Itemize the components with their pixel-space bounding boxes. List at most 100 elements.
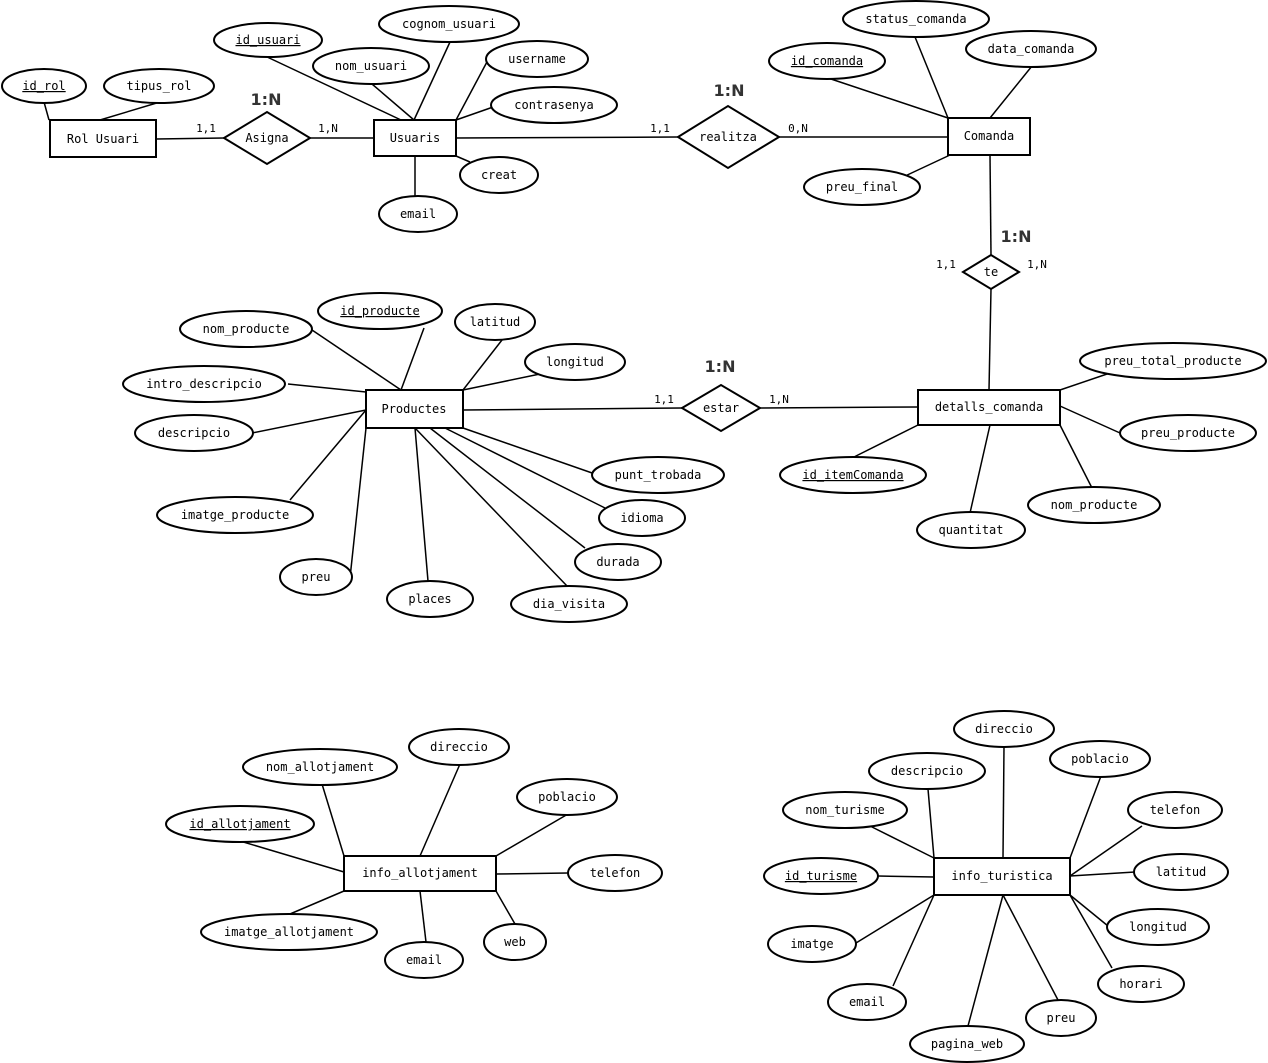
attribute-label: poblacio [1071, 752, 1129, 766]
attribute-descripcio-turistica[interactable]: descripcio [868, 752, 986, 790]
attribute-label: id_turisme [785, 869, 857, 883]
attribute-preu-producte[interactable]: preu [279, 558, 353, 596]
attribute-direccio-turistica[interactable]: direccio [953, 710, 1055, 748]
attribute-poblacio-allotjament[interactable]: poblacio [516, 778, 618, 816]
entity-productes[interactable]: Productes [365, 389, 464, 429]
attribute-label: descripcio [891, 764, 963, 778]
attribute-label: punt_trobada [615, 468, 702, 482]
attribute-email-allotjament[interactable]: email [384, 941, 464, 979]
relationship-te[interactable]: te [961, 253, 1021, 291]
attribute-latitud-producte[interactable]: latitud [454, 303, 536, 341]
attribute-id-rol[interactable]: id_rol [1, 68, 87, 104]
attribute-label: dia_visita [533, 597, 605, 611]
attribute-label: id_usuari [235, 33, 300, 47]
attribute-telefon-turistica[interactable]: telefon [1127, 791, 1223, 829]
attribute-email-usuari[interactable]: email [378, 195, 458, 233]
attribute-preu-turistica[interactable]: preu [1025, 999, 1097, 1037]
attribute-horari[interactable]: horari [1097, 965, 1185, 1003]
attribute-idioma[interactable]: idioma [598, 499, 686, 537]
attribute-id-allotjament[interactable]: id_allotjament [165, 805, 315, 843]
attribute-label: contrasenya [514, 98, 593, 112]
attribute-tipus-rol[interactable]: tipus_rol [103, 68, 215, 104]
attribute-label: longitud [1129, 920, 1187, 934]
entity-usuaris[interactable]: Usuaris [373, 119, 457, 157]
attribute-nom-usuari[interactable]: nom_usuari [312, 47, 430, 85]
cardinality-te-detalls: 1,N [1027, 258, 1047, 271]
attribute-email-turistica[interactable]: email [827, 983, 907, 1021]
relationship-asigna[interactable]: Asigna [222, 110, 312, 166]
attribute-nom-producte-detall[interactable]: nom_producte [1027, 486, 1161, 524]
attribute-creat[interactable]: creat [459, 156, 539, 194]
relationship-realitza[interactable]: realitza [676, 104, 781, 170]
attribute-id-turisme[interactable]: id_turisme [763, 857, 879, 895]
entity-label: Usuaris [390, 131, 441, 145]
attribute-status-comanda[interactable]: status_comanda [842, 0, 990, 38]
attribute-longitud-turistica[interactable]: longitud [1106, 908, 1210, 946]
attribute-quantitat[interactable]: quantitat [916, 511, 1026, 549]
attribute-label: email [400, 207, 436, 221]
attribute-latitud-turistica[interactable]: latitud [1133, 853, 1229, 891]
attribute-label: nom_usuari [335, 59, 407, 73]
attribute-cognom-usuari[interactable]: cognom_usuari [378, 5, 520, 43]
attribute-data-comanda[interactable]: data_comanda [965, 30, 1097, 68]
attribute-intro-descripcio[interactable]: intro_descripcio [122, 365, 286, 403]
ratio-realitza: 1:N [714, 81, 745, 100]
attribute-contrasenya[interactable]: contrasenya [490, 86, 618, 124]
attribute-nom-producte[interactable]: nom_producte [179, 310, 313, 348]
entity-comanda[interactable]: Comanda [947, 117, 1031, 156]
connectors [43, 36, 1143, 1027]
attribute-label: web [504, 935, 526, 949]
attribute-label: nom_producte [203, 322, 290, 336]
attribute-label: preu_final [826, 180, 898, 194]
attribute-id-comanda[interactable]: id_comanda [768, 42, 886, 80]
attribute-longitud-producte[interactable]: longitud [524, 343, 626, 381]
attribute-preu-total-producte[interactable]: preu_total_producte [1079, 342, 1267, 380]
relationship-estar[interactable]: estar [680, 383, 762, 433]
attribute-label: status_comanda [865, 12, 966, 26]
attribute-label: username [508, 52, 566, 66]
attribute-label: pagina_web [931, 1037, 1003, 1051]
attribute-imatge-turistica[interactable]: imatge [767, 925, 857, 963]
attribute-label: idioma [620, 511, 663, 525]
attribute-id-itemcomanda[interactable]: id_itemComanda [779, 456, 927, 494]
attribute-nom-turisme[interactable]: nom_turisme [782, 791, 908, 829]
attribute-preu-final[interactable]: preu_final [803, 168, 921, 206]
attribute-poblacio-turistica[interactable]: poblacio [1049, 740, 1151, 778]
attribute-label: data_comanda [988, 42, 1075, 56]
entity-detalls-comanda[interactable]: detalls_comanda [917, 389, 1061, 426]
entity-info-allotjament[interactable]: info_allotjament [343, 855, 497, 892]
attribute-label: telefon [1150, 803, 1201, 817]
entity-label: info_allotjament [362, 866, 478, 880]
attribute-telefon-allotjament[interactable]: telefon [567, 854, 663, 892]
cardinality-asigna-rol: 1,1 [196, 122, 216, 135]
attribute-direccio-allotjament[interactable]: direccio [408, 728, 510, 766]
attribute-label: tipus_rol [126, 79, 191, 93]
attribute-pagina-web[interactable]: pagina_web [909, 1025, 1025, 1063]
attribute-label: creat [481, 168, 517, 182]
attribute-label: latitud [1156, 865, 1207, 879]
attribute-label: id_rol [22, 79, 65, 93]
attribute-label: nom_producte [1051, 498, 1138, 512]
attribute-durada[interactable]: durada [574, 543, 662, 581]
attribute-id-producte[interactable]: id_producte [317, 292, 443, 330]
attribute-label: id_producte [340, 304, 419, 318]
attribute-id-usuari[interactable]: id_usuari [213, 22, 323, 58]
attribute-imatge-allotjament[interactable]: imatge_allotjament [200, 913, 378, 951]
attribute-label: nom_allotjament [266, 760, 374, 774]
attribute-label: id_comanda [791, 54, 863, 68]
attribute-dia-visita[interactable]: dia_visita [510, 585, 628, 623]
attribute-descripcio-producte[interactable]: descripcio [134, 414, 254, 452]
attribute-places[interactable]: places [386, 580, 474, 618]
attribute-nom-allotjament[interactable]: nom_allotjament [242, 748, 398, 786]
entity-rol-usuari[interactable]: Rol Usuari [49, 119, 157, 158]
attribute-preu-producte-detall[interactable]: preu_producte [1119, 414, 1257, 452]
attribute-label: nom_turisme [805, 803, 884, 817]
attribute-username[interactable]: username [485, 40, 589, 78]
attribute-label: preu_producte [1141, 426, 1235, 440]
cardinality-estar-productes: 1,1 [654, 393, 674, 406]
attribute-punt-trobada[interactable]: punt_trobada [591, 456, 725, 494]
entity-info-turistica[interactable]: info_turistica [933, 857, 1071, 896]
relationship-label: realitza [699, 130, 757, 144]
attribute-web[interactable]: web [483, 923, 547, 961]
attribute-imatge-producte[interactable]: imatge_producte [156, 496, 314, 534]
